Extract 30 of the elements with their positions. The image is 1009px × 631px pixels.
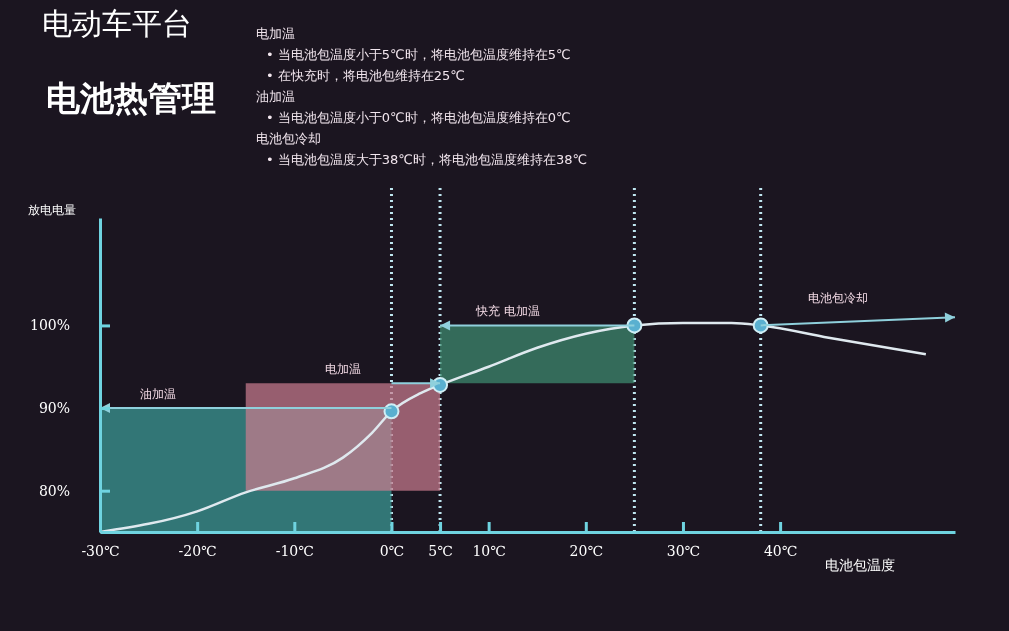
annotation: 油加温	[140, 387, 177, 402]
text: • 当电池包温度小于5℃时，将电池包温度维持在5℃	[266, 47, 571, 62]
y-tick-label: 80%	[38, 482, 70, 499]
point	[752, 317, 769, 334]
y-axis-title: 放电电量	[28, 203, 76, 217]
x-tick-label: 0℃	[379, 542, 405, 559]
chart-subtitle: 电池热管理	[46, 78, 216, 118]
y-tick-label: 100%	[29, 317, 70, 334]
annotation: 电加温	[324, 362, 361, 377]
chart-title: 电动车平台	[42, 6, 192, 41]
x-tick-label: -10℃	[275, 542, 314, 559]
x-tick-label: -30℃	[81, 542, 120, 559]
text: • 在快充时，将电池包维持在25℃	[266, 68, 465, 83]
x-tick-label: 30℃	[666, 542, 701, 559]
y-tick-label: 90%	[38, 400, 70, 417]
text: 电池包冷却	[256, 131, 321, 146]
point	[626, 317, 643, 334]
x-tick-label: 5℃	[428, 542, 453, 559]
x-tick-label: 20℃	[569, 542, 604, 559]
x-tick-label: 40℃	[763, 542, 798, 559]
annotation: 电池包冷却	[808, 291, 868, 305]
text: 油加温	[256, 89, 295, 104]
x-tick-label: 10℃	[472, 542, 506, 559]
x-tick-label: -20℃	[178, 542, 217, 559]
text: • 当电池包温度小于0℃时，将电池包温度维持在0℃	[266, 110, 571, 125]
text: • 当电池包温度大于38℃时，将电池包温度维持在38℃	[266, 152, 588, 167]
x-axis-title: 电池包温度	[825, 557, 895, 573]
annotation: 快充 电加温	[475, 304, 540, 319]
text: 电加温	[256, 26, 295, 41]
point	[383, 403, 400, 420]
